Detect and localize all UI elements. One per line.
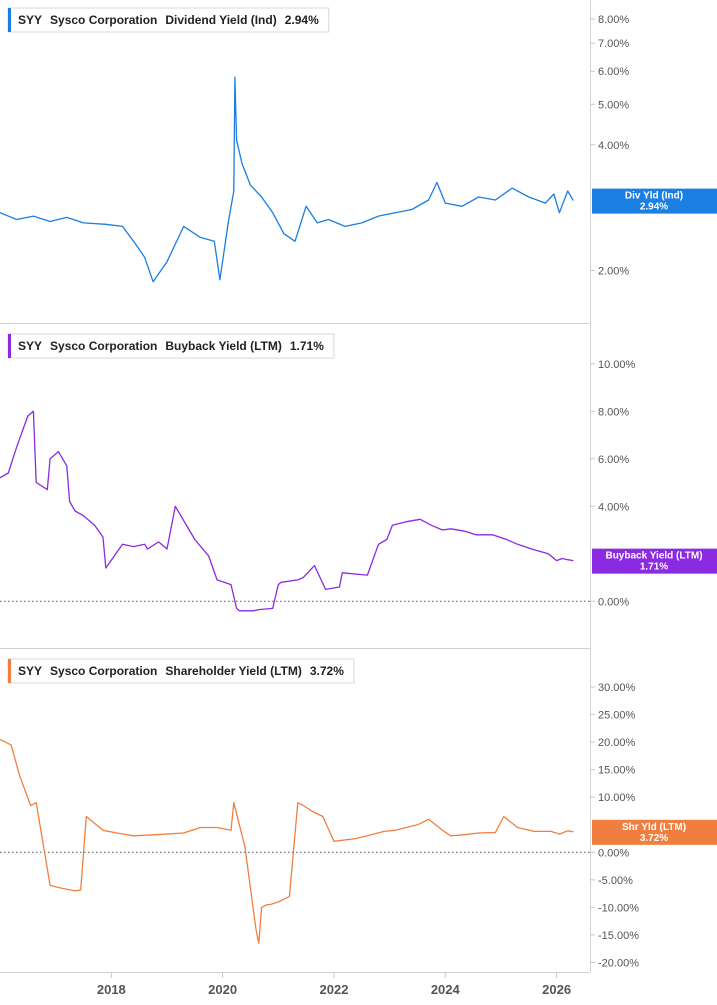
panel-header: SYY Sysco Corporation Dividend Yield (Ind)…	[7, 7, 330, 33]
panel-header: SYY Sysco Corporation Buyback Yield (LTM) 1…	[7, 333, 335, 359]
header-box	[7, 333, 335, 359]
y-tick-label: 30.00%	[598, 682, 636, 694]
header-metric: Shareholder Yield (LTM)	[165, 664, 301, 678]
y-tick-label: 10.00%	[598, 792, 636, 804]
chart-panel-3: -20.00% -15.00% -10.00% -5.00% 0.00% 10.00% 15…	[0, 658, 717, 969]
series-line	[0, 76, 574, 283]
current-value-tag: Buyback Yield (LTM)1.71%	[592, 548, 717, 574]
tag-value: 2.94%	[640, 202, 668, 213]
y-tick-label: 0.00%	[598, 596, 629, 608]
y-tick-label: -15.00%	[598, 930, 639, 942]
x-tick-label: 2022	[320, 982, 349, 997]
y-tick-label: 2.00%	[598, 266, 629, 278]
y-tick-label: 0.00%	[598, 847, 629, 859]
header-box	[7, 658, 355, 684]
chart-panel-2: 0.00% 4.00% 6.00% 8.00% 10.00% Buyback Yield …	[0, 333, 717, 612]
y-tick-label: -5.00%	[598, 875, 633, 887]
y-tick-label: 5.00%	[598, 99, 629, 111]
y-tick-label: 10.00%	[598, 359, 636, 371]
header-metric: Dividend Yield (Ind)	[165, 13, 276, 27]
panel-header: SYY Sysco Corporation Shareholder Yield (L…	[7, 658, 355, 684]
chart-panel-1: 2.00% 4.00% 5.00% 6.00% 7.00% 8.00% Div Yld (I…	[0, 7, 717, 283]
tag-background	[592, 819, 717, 845]
tag-metric-label: Div Yld (Ind)	[625, 191, 683, 202]
header-value: 1.71%	[290, 339, 324, 353]
header-company: Sysco Corporation	[50, 13, 157, 27]
header-ticker: SYY	[18, 339, 42, 353]
tag-background	[592, 188, 717, 214]
header-color-bar	[8, 8, 11, 32]
header-value: 2.94%	[285, 13, 319, 27]
y-tick-label: -10.00%	[598, 902, 639, 914]
y-tick-label: 8.00%	[598, 406, 629, 418]
x-axis: 2018 2020 2022 2024 2026	[97, 972, 571, 997]
y-tick-label: 7.00%	[598, 38, 629, 50]
y-tick-label: -20.00%	[598, 957, 639, 969]
header-color-bar	[8, 334, 11, 358]
tag-value: 1.71%	[640, 562, 668, 573]
header-value: 3.72%	[310, 664, 344, 678]
y-tick-label: 8.00%	[598, 14, 629, 26]
header-company: Sysco Corporation	[50, 339, 157, 353]
x-tick-label: 2020	[208, 982, 237, 997]
y-tick-label: 20.00%	[598, 737, 636, 749]
current-value-tag: Div Yld (Ind)2.94%	[592, 188, 717, 214]
header-ticker: SYY	[18, 664, 42, 678]
y-tick-label: 4.00%	[598, 501, 629, 513]
y-tick-label: 4.00%	[598, 140, 629, 152]
tag-background	[592, 548, 717, 574]
x-tick-label: 2018	[97, 982, 126, 997]
header-box	[7, 7, 330, 33]
tag-metric-label: Shr Yld (LTM)	[622, 822, 686, 833]
series-line	[0, 410, 574, 612]
x-tick-label: 2024	[431, 982, 461, 997]
y-tick-label: 25.00%	[598, 710, 636, 722]
y-tick-label: 6.00%	[598, 454, 629, 466]
header-metric: Buyback Yield (LTM)	[165, 339, 281, 353]
x-tick-label: 2026	[542, 982, 571, 997]
header-company: Sysco Corporation	[50, 664, 157, 678]
y-tick-label: 15.00%	[598, 765, 636, 777]
y-tick-label: 6.00%	[598, 66, 629, 78]
current-value-tag: Shr Yld (LTM)3.72%	[592, 819, 717, 845]
header-ticker: SYY	[18, 13, 42, 27]
header-color-bar	[8, 659, 11, 683]
tag-metric-label: Buyback Yield (LTM)	[605, 551, 702, 562]
series-line	[0, 738, 574, 944]
tag-value: 3.72%	[640, 833, 668, 844]
